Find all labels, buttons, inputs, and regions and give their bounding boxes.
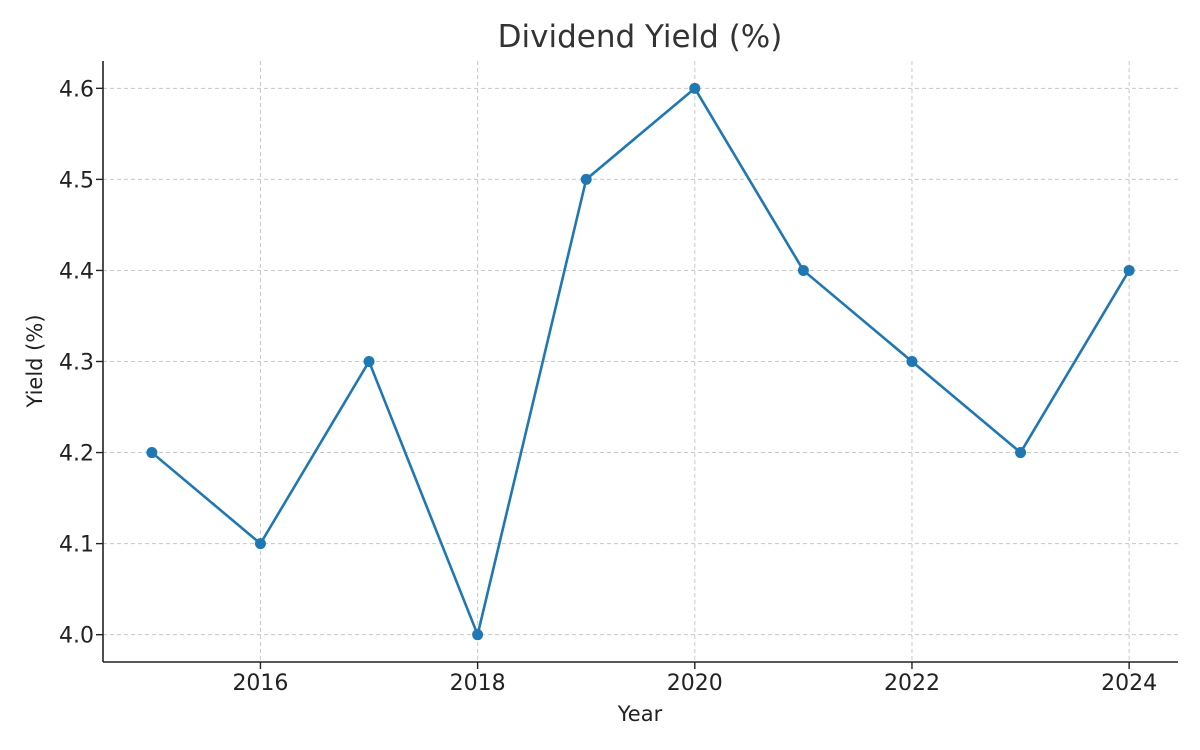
x-tick-label: 2020 bbox=[667, 671, 723, 696]
y-tick-label: 4.4 bbox=[59, 259, 94, 284]
y-tick-label: 4.6 bbox=[59, 77, 94, 102]
data-point bbox=[254, 538, 266, 550]
data-point bbox=[146, 447, 158, 459]
y-tick-label: 4.3 bbox=[59, 351, 94, 376]
data-point bbox=[580, 173, 592, 185]
data-point bbox=[1015, 447, 1027, 459]
y-tick-label: 4.5 bbox=[59, 168, 94, 193]
series-layer bbox=[146, 82, 1135, 641]
data-point bbox=[689, 82, 701, 94]
y-tick-label: 4.0 bbox=[59, 624, 94, 649]
data-point bbox=[472, 629, 484, 641]
axis-ticks: 2016 2018 2020 2022 2024 4.0 4.1 4.2 4.3 4.4 4.5 4.… bbox=[59, 77, 1157, 696]
x-tick-label: 2018 bbox=[450, 671, 506, 696]
data-point bbox=[363, 356, 375, 367]
series-line bbox=[150, 87, 1131, 636]
data-point bbox=[1123, 264, 1135, 276]
y-axis-label: Yield (%) bbox=[23, 314, 47, 408]
data-point bbox=[797, 264, 809, 276]
x-tick-label: 2024 bbox=[1101, 671, 1157, 696]
data-point bbox=[906, 356, 918, 367]
grid-lines bbox=[103, 61, 1178, 662]
x-axis-label: Year bbox=[617, 702, 663, 726]
y-tick-label: 4.1 bbox=[59, 533, 94, 558]
x-tick-label: 2022 bbox=[884, 671, 940, 696]
x-tick-label: 2016 bbox=[232, 671, 288, 696]
chart-title: Dividend Yield (%) bbox=[498, 19, 783, 55]
y-tick-label: 4.2 bbox=[59, 442, 94, 467]
